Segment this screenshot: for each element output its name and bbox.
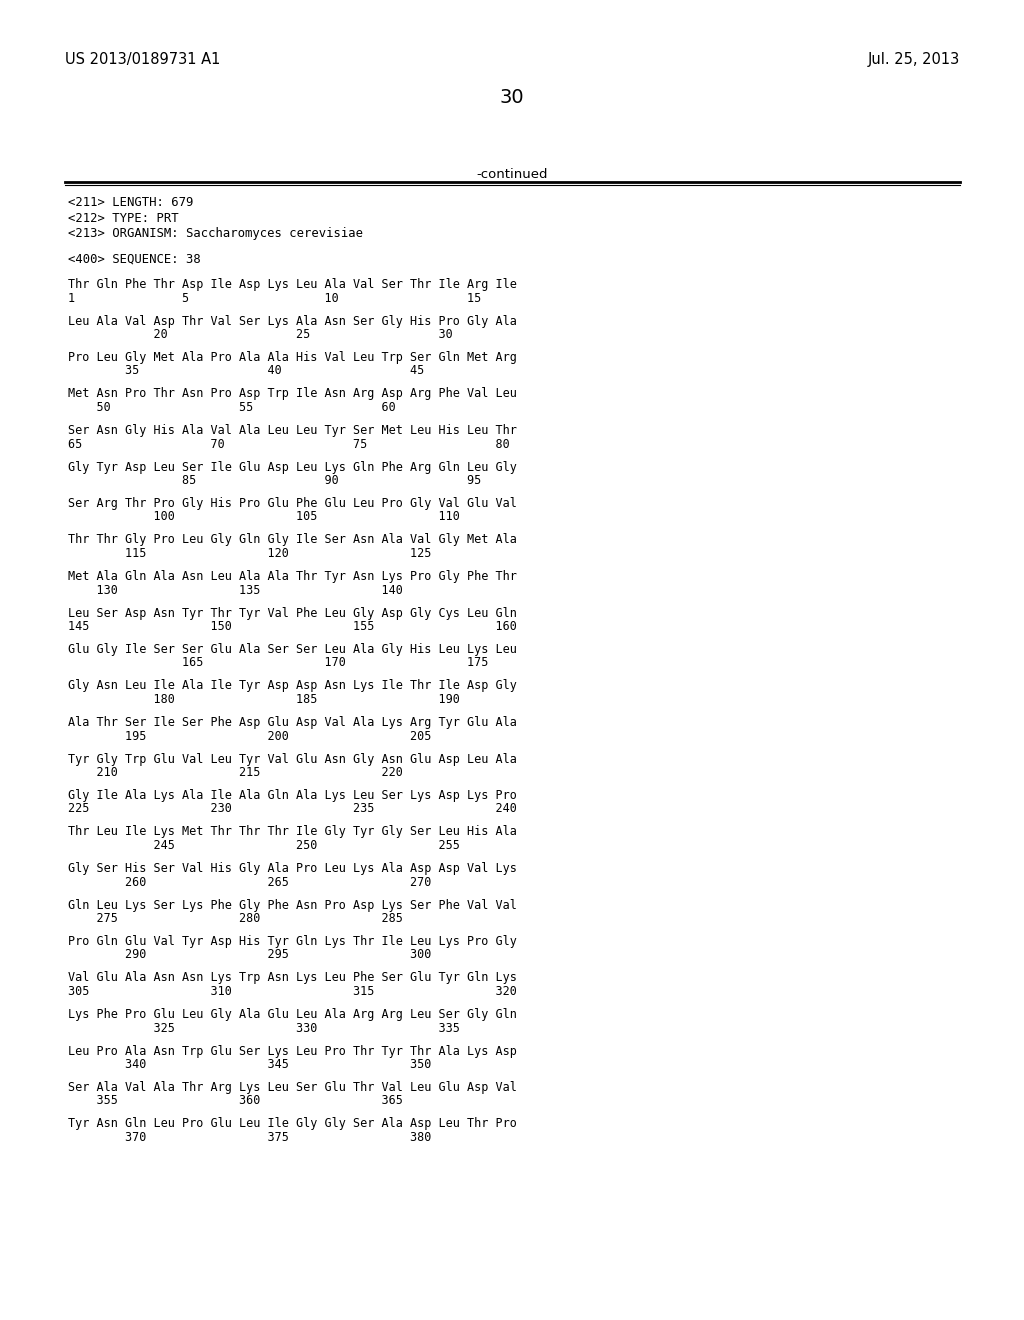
- Text: Gly Tyr Asp Leu Ser Ile Glu Asp Leu Lys Gln Phe Arg Gln Leu Gly: Gly Tyr Asp Leu Ser Ile Glu Asp Leu Lys …: [68, 461, 517, 474]
- Text: 50                  55                  60: 50 55 60: [68, 401, 395, 414]
- Text: Ser Arg Thr Pro Gly His Pro Glu Phe Glu Leu Pro Gly Val Glu Val: Ser Arg Thr Pro Gly His Pro Glu Phe Glu …: [68, 498, 517, 510]
- Text: 130                 135                 140: 130 135 140: [68, 583, 402, 597]
- Text: <213> ORGANISM: Saccharomyces cerevisiae: <213> ORGANISM: Saccharomyces cerevisiae: [68, 227, 362, 240]
- Text: Met Asn Pro Thr Asn Pro Asp Trp Ile Asn Arg Asp Arg Phe Val Leu: Met Asn Pro Thr Asn Pro Asp Trp Ile Asn …: [68, 388, 517, 400]
- Text: Glu Gly Ile Ser Ser Glu Ala Ser Ser Leu Ala Gly His Leu Lys Leu: Glu Gly Ile Ser Ser Glu Ala Ser Ser Leu …: [68, 643, 517, 656]
- Text: <211> LENGTH: 679: <211> LENGTH: 679: [68, 195, 194, 209]
- Text: 370                 375                 380: 370 375 380: [68, 1131, 431, 1144]
- Text: 260                 265                 270: 260 265 270: [68, 875, 431, 888]
- Text: 305                 310                 315                 320: 305 310 315 320: [68, 985, 517, 998]
- Text: Pro Gln Glu Val Tyr Asp His Tyr Gln Lys Thr Ile Leu Lys Pro Gly: Pro Gln Glu Val Tyr Asp His Tyr Gln Lys …: [68, 935, 517, 948]
- Text: 20                  25                  30: 20 25 30: [68, 327, 453, 341]
- Text: Ala Thr Ser Ile Ser Phe Asp Glu Asp Val Ala Lys Arg Tyr Glu Ala: Ala Thr Ser Ile Ser Phe Asp Glu Asp Val …: [68, 715, 517, 729]
- Text: 355                 360                 365: 355 360 365: [68, 1094, 402, 1107]
- Text: 340                 345                 350: 340 345 350: [68, 1059, 431, 1071]
- Text: US 2013/0189731 A1: US 2013/0189731 A1: [65, 51, 220, 67]
- Text: 35                  40                  45: 35 40 45: [68, 364, 424, 378]
- Text: 145                 150                 155                 160: 145 150 155 160: [68, 620, 517, 634]
- Text: <400> SEQUENCE: 38: <400> SEQUENCE: 38: [68, 252, 201, 265]
- Text: Val Glu Ala Asn Asn Lys Trp Asn Lys Leu Phe Ser Glu Tyr Gln Lys: Val Glu Ala Asn Asn Lys Trp Asn Lys Leu …: [68, 972, 517, 985]
- Text: Leu Pro Ala Asn Trp Glu Ser Lys Leu Pro Thr Tyr Thr Ala Lys Asp: Leu Pro Ala Asn Trp Glu Ser Lys Leu Pro …: [68, 1044, 517, 1057]
- Text: Leu Ala Val Asp Thr Val Ser Lys Ala Asn Ser Gly His Pro Gly Ala: Leu Ala Val Asp Thr Val Ser Lys Ala Asn …: [68, 314, 517, 327]
- Text: 100                 105                 110: 100 105 110: [68, 511, 460, 524]
- Text: Tyr Gly Trp Glu Val Leu Tyr Val Glu Asn Gly Asn Glu Asp Leu Ala: Tyr Gly Trp Glu Val Leu Tyr Val Glu Asn …: [68, 752, 517, 766]
- Text: Lys Phe Pro Glu Leu Gly Ala Glu Leu Ala Arg Arg Leu Ser Gly Gln: Lys Phe Pro Glu Leu Gly Ala Glu Leu Ala …: [68, 1008, 517, 1020]
- Text: 245                 250                 255: 245 250 255: [68, 840, 460, 851]
- Text: -continued: -continued: [476, 168, 548, 181]
- Text: Jul. 25, 2013: Jul. 25, 2013: [867, 51, 961, 67]
- Text: 195                 200                 205: 195 200 205: [68, 730, 431, 742]
- Text: 85                  90                  95: 85 90 95: [68, 474, 481, 487]
- Text: 290                 295                 300: 290 295 300: [68, 949, 431, 961]
- Text: Thr Thr Gly Pro Leu Gly Gln Gly Ile Ser Asn Ala Val Gly Met Ala: Thr Thr Gly Pro Leu Gly Gln Gly Ile Ser …: [68, 533, 517, 546]
- Text: Gly Asn Leu Ile Ala Ile Tyr Asp Asp Asn Lys Ile Thr Ile Asp Gly: Gly Asn Leu Ile Ala Ile Tyr Asp Asp Asn …: [68, 680, 517, 693]
- Text: 225                 230                 235                 240: 225 230 235 240: [68, 803, 517, 816]
- Text: 30: 30: [500, 88, 524, 107]
- Text: 1               5                   10                  15: 1 5 10 15: [68, 292, 481, 305]
- Text: Gly Ser His Ser Val His Gly Ala Pro Leu Lys Ala Asp Asp Val Lys: Gly Ser His Ser Val His Gly Ala Pro Leu …: [68, 862, 517, 875]
- Text: Ser Asn Gly His Ala Val Ala Leu Leu Tyr Ser Met Leu His Leu Thr: Ser Asn Gly His Ala Val Ala Leu Leu Tyr …: [68, 424, 517, 437]
- Text: Thr Leu Ile Lys Met Thr Thr Thr Ile Gly Tyr Gly Ser Leu His Ala: Thr Leu Ile Lys Met Thr Thr Thr Ile Gly …: [68, 825, 517, 838]
- Text: Met Ala Gln Ala Asn Leu Ala Ala Thr Tyr Asn Lys Pro Gly Phe Thr: Met Ala Gln Ala Asn Leu Ala Ala Thr Tyr …: [68, 570, 517, 583]
- Text: Thr Gln Phe Thr Asp Ile Asp Lys Leu Ala Val Ser Thr Ile Arg Ile: Thr Gln Phe Thr Asp Ile Asp Lys Leu Ala …: [68, 279, 517, 290]
- Text: Ser Ala Val Ala Thr Arg Lys Leu Ser Glu Thr Val Leu Glu Asp Val: Ser Ala Val Ala Thr Arg Lys Leu Ser Glu …: [68, 1081, 517, 1094]
- Text: 210                 215                 220: 210 215 220: [68, 766, 402, 779]
- Text: 115                 120                 125: 115 120 125: [68, 546, 431, 560]
- Text: Leu Ser Asp Asn Tyr Thr Tyr Val Phe Leu Gly Asp Gly Cys Leu Gln: Leu Ser Asp Asn Tyr Thr Tyr Val Phe Leu …: [68, 606, 517, 619]
- Text: Tyr Asn Gln Leu Pro Glu Leu Ile Gly Gly Ser Ala Asp Leu Thr Pro: Tyr Asn Gln Leu Pro Glu Leu Ile Gly Gly …: [68, 1118, 517, 1130]
- Text: 65                  70                  75                  80: 65 70 75 80: [68, 437, 510, 450]
- Text: Gln Leu Lys Ser Lys Phe Gly Phe Asn Pro Asp Lys Ser Phe Val Val: Gln Leu Lys Ser Lys Phe Gly Phe Asn Pro …: [68, 899, 517, 912]
- Text: 165                 170                 175: 165 170 175: [68, 656, 488, 669]
- Text: 275                 280                 285: 275 280 285: [68, 912, 402, 925]
- Text: <212> TYPE: PRT: <212> TYPE: PRT: [68, 211, 178, 224]
- Text: Gly Ile Ala Lys Ala Ile Ala Gln Ala Lys Leu Ser Lys Asp Lys Pro: Gly Ile Ala Lys Ala Ile Ala Gln Ala Lys …: [68, 789, 517, 803]
- Text: 325                 330                 335: 325 330 335: [68, 1022, 460, 1035]
- Text: 180                 185                 190: 180 185 190: [68, 693, 460, 706]
- Text: Pro Leu Gly Met Ala Pro Ala Ala His Val Leu Trp Ser Gln Met Arg: Pro Leu Gly Met Ala Pro Ala Ala His Val …: [68, 351, 517, 364]
